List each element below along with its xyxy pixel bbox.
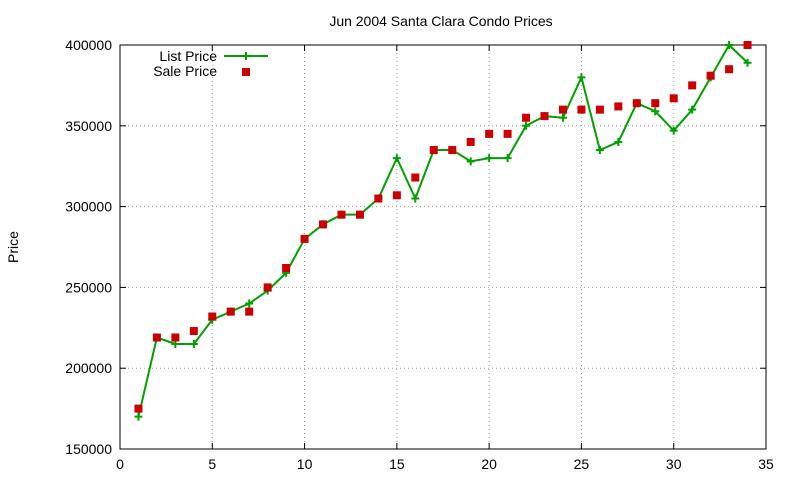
sale-price-point xyxy=(226,307,235,316)
sale-price-point xyxy=(614,102,623,111)
sale-price-point xyxy=(595,105,604,114)
sale-price-point xyxy=(337,210,346,219)
x-tick-label: 35 xyxy=(758,456,774,472)
sale-price-point xyxy=(577,105,586,114)
x-tick-label: 20 xyxy=(481,456,497,472)
sale-price-point xyxy=(669,94,678,103)
sale-price-point xyxy=(411,173,420,182)
sale-price-point xyxy=(522,113,531,122)
sale-price-point xyxy=(503,129,512,138)
sale-price-point xyxy=(152,333,161,342)
sale-price-point xyxy=(743,41,752,49)
sale-price-point xyxy=(208,312,217,321)
sale-price-point xyxy=(540,112,549,121)
sale-price-series xyxy=(134,41,752,413)
y-tick-label: 350000 xyxy=(65,118,112,134)
list-price-point xyxy=(466,157,475,166)
sale-price-point xyxy=(263,283,272,292)
sale-price-point xyxy=(706,71,715,80)
series xyxy=(134,41,752,421)
list-price-series xyxy=(134,41,752,421)
sale-price-point xyxy=(651,99,660,108)
grid xyxy=(120,45,766,449)
sale-price-point xyxy=(374,194,383,203)
y-axis-label: Price xyxy=(5,231,21,263)
list-price-point xyxy=(245,299,254,308)
list-price-point xyxy=(189,339,198,348)
list-price-point xyxy=(558,113,567,122)
y-tick-label: 400000 xyxy=(65,37,112,53)
list-price-point xyxy=(522,121,531,130)
legend: List Price Sale Price xyxy=(153,48,268,79)
sale-price-point xyxy=(558,105,567,114)
sale-price-point xyxy=(429,146,438,155)
list-price-point xyxy=(392,154,401,163)
list-price-point xyxy=(614,137,623,146)
y-tick-label: 200000 xyxy=(65,360,112,376)
y-tick-label: 250000 xyxy=(65,279,112,295)
list-price-point xyxy=(725,41,734,49)
list-price-point xyxy=(743,58,752,67)
sale-price-point xyxy=(392,191,401,200)
chart-title: Jun 2004 Santa Clara Condo Prices xyxy=(329,13,552,29)
list-price-line xyxy=(137,43,749,417)
list-price-point xyxy=(411,194,420,203)
sale-price-point xyxy=(466,137,475,146)
legend-label-sale-price: Sale Price xyxy=(153,63,217,79)
sale-price-point xyxy=(632,99,641,108)
x-tick-label: 10 xyxy=(297,456,313,472)
sale-price-point xyxy=(485,129,494,138)
legend-marker-list-price xyxy=(242,52,250,60)
x-tick-label: 15 xyxy=(389,456,405,472)
list-price-point xyxy=(485,154,494,163)
sale-price-point xyxy=(282,264,291,273)
legend-label-list-price: List Price xyxy=(159,48,217,64)
list-price-point xyxy=(669,126,678,135)
sale-price-point xyxy=(355,210,364,219)
legend-marker-sale-price xyxy=(242,68,250,76)
sale-price-point xyxy=(189,327,198,336)
sale-price-point xyxy=(319,220,328,229)
x-tick-label: 0 xyxy=(116,456,124,472)
y-tick-label: 150000 xyxy=(65,441,112,457)
list-price-point xyxy=(688,105,697,114)
sale-price-point xyxy=(134,404,143,413)
list-price-point xyxy=(577,73,586,82)
list-price-point xyxy=(503,154,512,163)
sale-price-point xyxy=(245,307,254,316)
plot-frame xyxy=(119,44,767,450)
sale-price-point xyxy=(725,65,734,74)
x-tick-label: 25 xyxy=(574,456,590,472)
list-price-point xyxy=(134,412,143,421)
axis-ticks: 150000 200000 250000 300000 350000 400000 0 5 10… xyxy=(65,37,774,472)
list-price-point xyxy=(595,146,604,155)
y-tick-label: 300000 xyxy=(65,199,112,215)
x-tick-label: 30 xyxy=(666,456,682,472)
x-tick-label: 5 xyxy=(208,456,216,472)
list-price-point xyxy=(651,107,660,116)
sale-price-point xyxy=(688,81,697,90)
sale-price-point xyxy=(300,234,309,243)
sale-price-point xyxy=(448,146,457,155)
sale-price-point xyxy=(171,333,180,342)
